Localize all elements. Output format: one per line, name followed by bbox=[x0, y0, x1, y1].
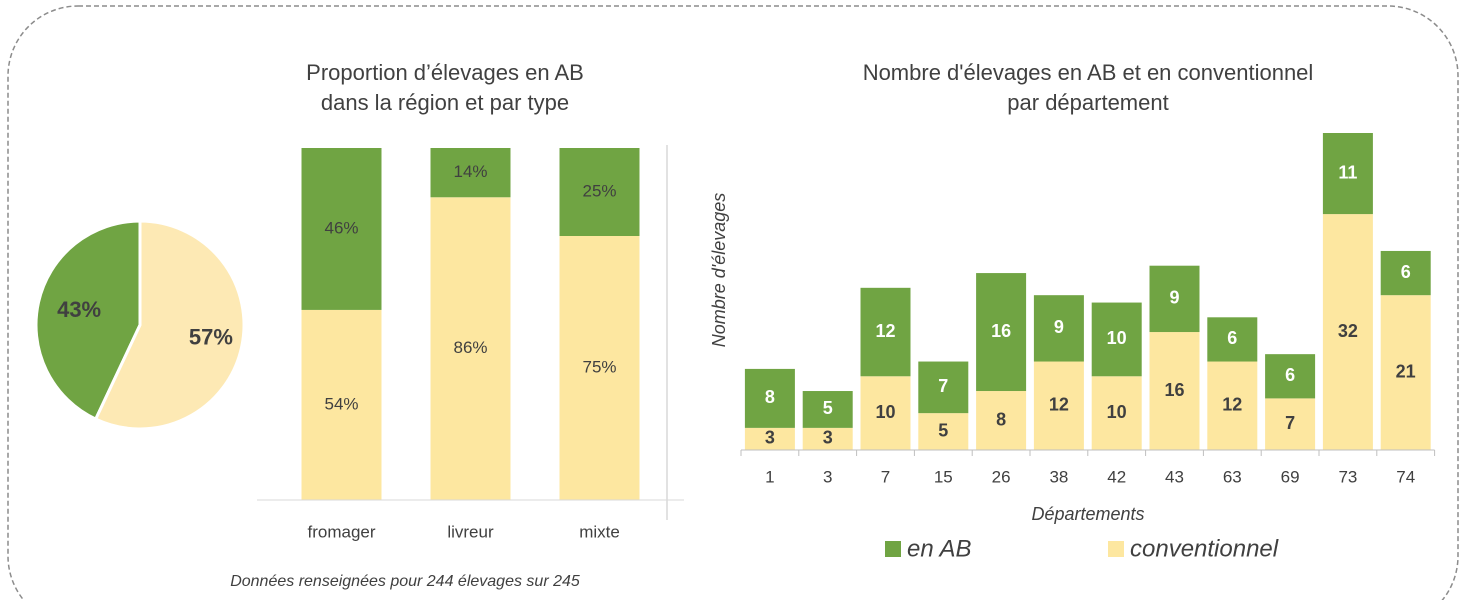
bar-segment bbox=[301, 309, 382, 500]
bar-segment bbox=[1149, 332, 1200, 450]
data-label: 75% bbox=[582, 357, 616, 376]
data-label: 7 bbox=[938, 376, 948, 396]
data-label: 9 bbox=[1054, 317, 1064, 337]
pie-label: 43% bbox=[57, 297, 101, 322]
data-label: 12 bbox=[1049, 395, 1069, 415]
bar-segment bbox=[430, 148, 511, 198]
data-label: 46% bbox=[324, 218, 358, 237]
bar-segment bbox=[430, 197, 511, 500]
data-label: 12 bbox=[1222, 395, 1242, 415]
legend-swatch bbox=[885, 541, 901, 557]
bar-segment bbox=[744, 368, 795, 428]
frame bbox=[7, 5, 1459, 600]
x-tick-label: 38 bbox=[1049, 467, 1068, 486]
data-label: 14% bbox=[453, 162, 487, 181]
data-label: 16 bbox=[1164, 380, 1184, 400]
data-label: 6 bbox=[1285, 365, 1295, 385]
x-tick-label: 7 bbox=[881, 467, 890, 486]
bar-segment bbox=[744, 427, 795, 450]
bar-segment bbox=[1033, 295, 1084, 362]
x-tick-label: 15 bbox=[934, 467, 953, 486]
x-tick-label: 43 bbox=[1165, 467, 1184, 486]
data-label: 10 bbox=[1107, 402, 1127, 422]
bar-segment bbox=[918, 413, 969, 450]
data-label: 16 bbox=[991, 321, 1011, 341]
bar-segment bbox=[860, 287, 911, 377]
data-label: 10 bbox=[875, 402, 895, 422]
data-label: 32 bbox=[1338, 321, 1358, 341]
bar-segment bbox=[1091, 302, 1142, 377]
data-label: 9 bbox=[1169, 288, 1179, 308]
x-tick-label: 42 bbox=[1107, 467, 1126, 486]
x-tick-label: 69 bbox=[1281, 467, 1300, 486]
bar-segment bbox=[1322, 133, 1373, 215]
bar-segment bbox=[976, 391, 1027, 450]
bar-segment bbox=[918, 361, 969, 414]
chart-title: dans la région et par type bbox=[321, 90, 569, 115]
x-tick-label: 73 bbox=[1338, 467, 1357, 486]
data-label: 3 bbox=[823, 428, 833, 448]
bar-segment bbox=[301, 148, 382, 310]
data-label: 11 bbox=[1338, 162, 1357, 182]
bar-segment bbox=[802, 427, 853, 450]
x-tick-label: mixte bbox=[579, 522, 620, 541]
data-label: 86% bbox=[453, 338, 487, 357]
bar-segment bbox=[1149, 265, 1200, 333]
chart-title: Nombre d'élevages en AB et en convention… bbox=[863, 60, 1314, 85]
bar-segment bbox=[559, 148, 640, 236]
chart-title: Proportion d’élevages en AB bbox=[306, 60, 584, 85]
data-label: 25% bbox=[582, 181, 616, 200]
legend-label: conventionnel bbox=[1130, 535, 1279, 562]
bar-segment bbox=[559, 236, 640, 500]
legend-swatch bbox=[1108, 541, 1124, 557]
x-tick-label: fromager bbox=[307, 522, 375, 541]
bar-segment bbox=[1380, 250, 1431, 296]
data-label: 54% bbox=[324, 394, 358, 413]
bar-segment bbox=[1265, 354, 1316, 399]
bar-segment bbox=[976, 273, 1027, 392]
x-tick-label: 26 bbox=[992, 467, 1011, 486]
data-label: 10 bbox=[1107, 328, 1127, 348]
data-label: 3 bbox=[765, 428, 775, 448]
data-label: 6 bbox=[1401, 262, 1411, 282]
y-axis-label: Nombre d'élevages bbox=[709, 193, 729, 348]
x-tick-label: 63 bbox=[1223, 467, 1242, 486]
bar-segment bbox=[1207, 361, 1258, 450]
pie-slice bbox=[34, 219, 142, 422]
x-tick-label: 3 bbox=[823, 467, 832, 486]
legend-label: en AB bbox=[907, 535, 972, 562]
pie-slice bbox=[93, 219, 246, 431]
data-label: 8 bbox=[996, 409, 1006, 429]
data-label: 12 bbox=[875, 321, 895, 341]
x-axis-label: Départements bbox=[1031, 504, 1144, 524]
x-tick-label: livreur bbox=[447, 522, 494, 541]
bar-segment bbox=[1091, 376, 1142, 450]
data-label: 5 bbox=[938, 420, 948, 440]
bar-segment bbox=[1322, 214, 1373, 450]
bar-segment bbox=[860, 376, 911, 450]
data-label: 8 bbox=[765, 387, 775, 407]
x-tick-label: 1 bbox=[765, 467, 774, 486]
chart-title: par département bbox=[1007, 90, 1168, 115]
x-tick-label: 74 bbox=[1396, 467, 1415, 486]
bar-segment bbox=[1265, 398, 1316, 450]
data-label: 7 bbox=[1285, 413, 1295, 433]
data-label: 5 bbox=[823, 398, 833, 418]
data-label: 21 bbox=[1396, 361, 1416, 381]
bar-segment bbox=[1033, 361, 1084, 450]
bar-segment bbox=[1207, 317, 1258, 362]
data-label: 6 bbox=[1227, 328, 1237, 348]
bar-segment bbox=[1380, 295, 1431, 450]
pie-label: 57% bbox=[189, 324, 233, 349]
note: Données renseignées pour 244 élevages su… bbox=[230, 573, 580, 590]
bar-segment bbox=[802, 391, 853, 428]
